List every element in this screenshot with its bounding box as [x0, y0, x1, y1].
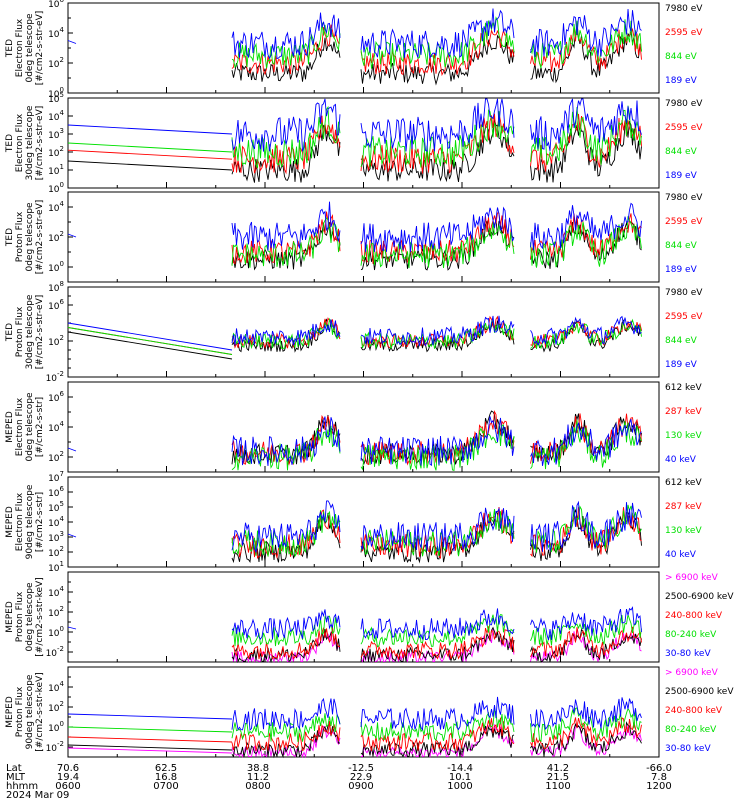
y-tick-label: 106	[48, 0, 64, 10]
footer-hhmm-value: 0700	[153, 781, 178, 792]
series-189-ev	[67, 8, 642, 60]
legend-entry: 844 eV	[665, 336, 698, 346]
series-2595-ev	[67, 113, 642, 175]
series-30-80-kev	[67, 696, 642, 732]
y-axis-label: MEPEDProton Flux90deg telescope[#/cm2-s-…	[5, 672, 45, 751]
footer-label-mlt: MLT	[6, 772, 26, 783]
legend-entry: > 6900 keV	[665, 668, 719, 678]
y-axis-label: MEPEDProton Flux0deg telescope[#/cm2-s-s…	[5, 577, 45, 656]
legend-entry: 189 eV	[665, 265, 698, 275]
legend-entry: 80-240 keV	[665, 725, 717, 735]
series-844-ev	[231, 216, 642, 269]
footer-mlt-value: 7.8	[651, 772, 667, 783]
footer-mlt-value: 16.8	[155, 772, 177, 783]
footer-hhmm-value: 1100	[545, 781, 570, 792]
legend-entry: 40 keV	[665, 550, 697, 560]
legend-entry: 287 keV	[665, 407, 702, 417]
series-30-80-kev	[67, 606, 642, 641]
footer-label-lat: Lat	[6, 763, 22, 774]
footer-hhmm-value: 1200	[646, 781, 671, 792]
footer-hhmm-value: 0600	[55, 781, 80, 792]
series-7980-ev	[67, 119, 642, 183]
series--6900-kev	[67, 724, 642, 759]
legend-entry: 7980 eV	[665, 193, 703, 203]
footer-lat-value: -12.5	[348, 763, 374, 774]
legend-entry: 7980 eV	[665, 99, 703, 109]
footer-lat-value: 41.2	[547, 763, 569, 774]
legend-entry: 7980 eV	[665, 288, 703, 298]
series-40-kev	[67, 416, 642, 467]
footer-lat-value: -66.0	[646, 763, 672, 774]
legend-entry: 2595 eV	[665, 28, 703, 38]
legend-entry: 189 eV	[665, 76, 698, 86]
y-axis-label: TEDElectron Flux0deg telescope[#/cm2-s-s…	[5, 11, 45, 86]
legend-entry: 287 keV	[665, 502, 702, 512]
legend-entry: 844 eV	[665, 52, 698, 62]
footer-mlt-value: 10.1	[449, 772, 471, 783]
legend-entry: 7980 eV	[665, 4, 703, 14]
series-844-ev	[67, 316, 642, 355]
footer-hhmm-value: 0900	[348, 781, 373, 792]
footer-mlt-value: 22.9	[350, 772, 372, 783]
legend-entry: 2595 eV	[665, 217, 703, 227]
legend-entry: 130 keV	[665, 526, 702, 536]
legend-entry: 80-240 keV	[665, 630, 717, 640]
legend-entry: 2500-6900 keV	[665, 687, 734, 697]
footer-hhmm-value: 1000	[447, 781, 472, 792]
legend-entry: 240-800 keV	[665, 706, 723, 716]
footer-date: 2024 Mar 09	[6, 790, 69, 800]
y-axis-label: MEPEDElectron Flux90deg telescope[#/cm2-…	[5, 484, 45, 559]
footer-mlt-value: 11.2	[247, 772, 269, 783]
legend-entry: 612 keV	[665, 478, 702, 488]
footer-lat-value: 70.6	[57, 763, 79, 774]
footer-mlt-value: 21.5	[547, 772, 569, 783]
legend-entry: 30-80 keV	[665, 649, 711, 659]
y-axis-label: TEDElectron Flux30deg telescope[#/cm2-s-…	[5, 105, 45, 180]
legend-entry: 844 eV	[665, 147, 698, 157]
legend-entry: 2595 eV	[665, 312, 703, 322]
legend-entry: 2595 eV	[665, 123, 703, 133]
y-axis-label: TEDProton Flux30deg telescope[#/cm2-s-st…	[5, 294, 45, 369]
footer-lat-value: 38.8	[247, 763, 269, 774]
series-80-240-kev	[67, 707, 642, 743]
series-189-ev	[67, 201, 642, 252]
legend-entry: 189 eV	[665, 360, 698, 370]
footer-lat-value: -14.4	[447, 763, 473, 774]
series-40-kev	[67, 500, 642, 554]
footer-hhmm-value: 0800	[245, 781, 270, 792]
series-2500-6900-kev	[67, 721, 642, 759]
legend-entry: 612 keV	[665, 383, 702, 393]
footer-mlt-value: 19.4	[57, 772, 79, 783]
series-189-ev	[67, 98, 642, 152]
legend-entry: > 6900 keV	[665, 573, 719, 583]
series-189-ev	[67, 315, 642, 351]
legend-entry: 40 keV	[665, 455, 697, 465]
legend-entry: 30-80 keV	[665, 744, 711, 754]
footer-lat-value: 62.5	[155, 763, 177, 774]
legend-entry: 240-800 keV	[665, 611, 723, 621]
y-axis-label: MEPEDElectron Flux0deg telescope[#/cm2-s…	[5, 392, 45, 462]
legend-entry: 2500-6900 keV	[665, 592, 734, 602]
series-240-800-kev	[67, 717, 642, 752]
legend-entry: 844 eV	[665, 241, 698, 251]
legend-entry: 130 keV	[665, 431, 702, 441]
footer-label-hhmm: hhmm	[6, 781, 38, 792]
y-axis-label: TEDProton Flux0deg telescope[#/cm2-s-str…	[5, 200, 45, 275]
legend-entry: 189 eV	[665, 171, 698, 181]
